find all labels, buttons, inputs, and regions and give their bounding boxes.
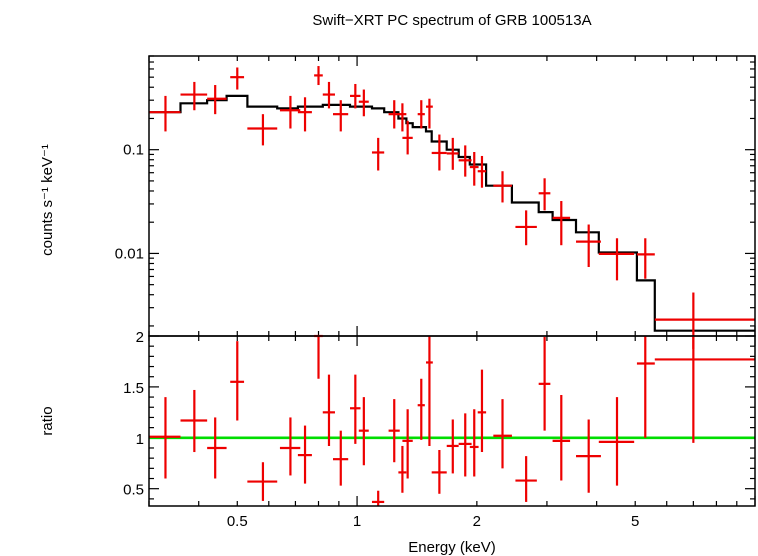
data-point	[425, 98, 433, 129]
ratio-point	[398, 445, 407, 493]
ratio-point	[180, 389, 208, 453]
data-point	[371, 137, 385, 171]
ratio-point	[333, 430, 349, 486]
x-tick-label: 0.5	[227, 513, 248, 530]
data-point	[538, 178, 551, 211]
ratio-point	[431, 450, 447, 494]
ratio-point	[247, 462, 278, 501]
ratio-point	[417, 378, 425, 440]
ratio-point	[446, 419, 459, 474]
ratio-point	[279, 417, 301, 476]
ratio-point	[322, 374, 335, 446]
data-point	[515, 210, 537, 246]
data-point	[358, 89, 369, 117]
ratio-point	[350, 374, 361, 444]
x-tick-label: 5	[631, 513, 639, 530]
ratio-point	[402, 409, 413, 479]
data-point	[598, 238, 635, 281]
ratio-point	[538, 337, 551, 431]
ratio-point	[469, 409, 479, 477]
y-tick-label: 1.5	[123, 380, 144, 397]
data-point	[431, 134, 447, 171]
data-point	[247, 114, 278, 146]
y-tick-label: 0.01	[115, 245, 144, 262]
ratio-point	[576, 419, 601, 493]
y-tick-label: 0.5	[123, 482, 144, 499]
ratio-point	[654, 336, 755, 443]
data-point	[149, 95, 181, 132]
model-step-line	[149, 94, 755, 332]
y-axis-label-lower: ratio	[39, 406, 56, 435]
y-tick-label: 0.1	[123, 142, 144, 159]
ratio-point	[149, 397, 181, 479]
ratio-point	[598, 397, 635, 486]
ratio-point	[388, 399, 400, 463]
ratio-point	[207, 417, 227, 479]
ratio-point	[358, 397, 369, 466]
data-point	[279, 95, 301, 129]
ratio-point	[297, 425, 312, 484]
ratio-point	[230, 341, 245, 421]
data-point	[636, 238, 655, 279]
data-point	[180, 81, 208, 111]
data-point	[322, 81, 335, 109]
data-point	[552, 201, 571, 246]
ratio-point	[552, 395, 571, 481]
data-point	[402, 120, 413, 155]
ratio-point	[458, 413, 472, 477]
data-point	[398, 103, 407, 132]
ratio-point	[636, 336, 655, 438]
x-tick-label: 2	[473, 513, 481, 530]
ratio-point	[425, 336, 433, 446]
ratio-point	[515, 456, 537, 502]
data-point	[207, 85, 227, 115]
data-point	[469, 152, 479, 186]
data-point	[350, 83, 361, 109]
ratio-point	[371, 490, 385, 506]
data-point	[388, 100, 400, 129]
x-tick-label: 1	[353, 513, 361, 530]
data-point	[458, 145, 472, 177]
data-point	[314, 66, 323, 86]
data-point	[446, 137, 459, 170]
ratio-point	[493, 399, 512, 469]
y-axis-label-upper: counts s⁻¹ keV⁻¹	[39, 144, 56, 256]
y-tick-label: 1	[136, 431, 144, 448]
data-point	[576, 224, 601, 267]
x-axis-label: Energy (keV)	[408, 539, 496, 556]
ratio-panel: 0.5 1 1.5 2 0.5 1 2 5	[123, 329, 756, 530]
ratio-point	[477, 369, 487, 453]
data-point	[493, 171, 512, 203]
data-point	[333, 100, 349, 132]
data-point	[297, 97, 312, 132]
y-tick-label: 2	[136, 329, 144, 346]
data-point	[417, 100, 425, 129]
data-point	[477, 155, 487, 188]
data-point	[230, 67, 245, 90]
lower-frame	[148, 335, 756, 507]
chart-title: Swift−XRT PC spectrum of GRB 100513A	[312, 12, 591, 29]
